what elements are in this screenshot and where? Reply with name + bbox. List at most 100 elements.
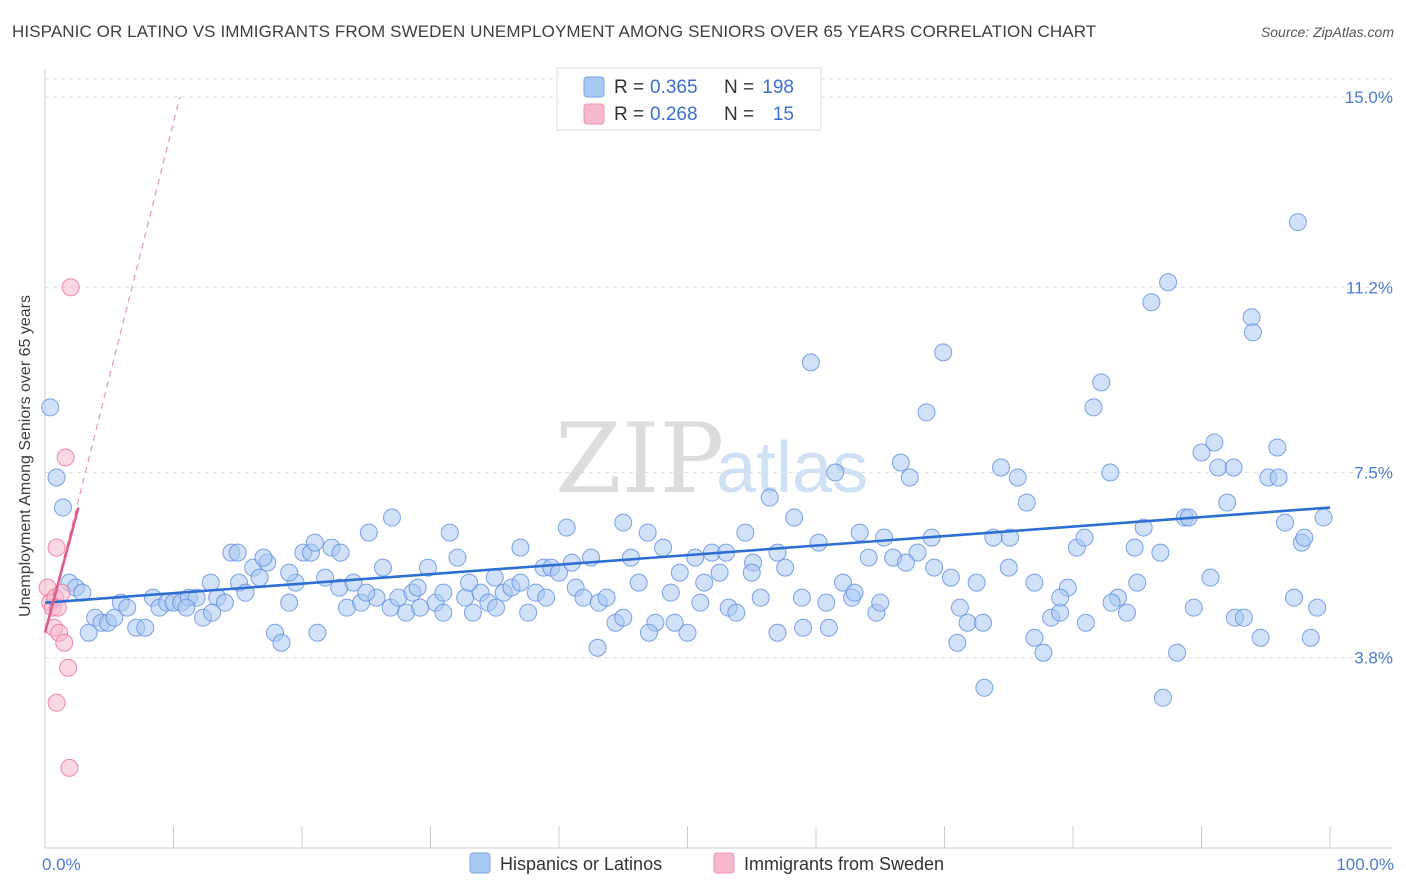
hispanic-point <box>999 558 1018 577</box>
hispanic-point <box>785 508 804 527</box>
sweden-point <box>55 633 74 652</box>
hispanic-point <box>487 598 506 617</box>
bottom-legend-swatch-hispanic <box>469 852 491 874</box>
y-axis-label: Unemployment Among Seniors over 65 years <box>17 295 34 617</box>
hispanic-point <box>118 598 137 617</box>
bottom-legend: Hispanics or Latinos Immigrants from Swe… <box>469 852 944 874</box>
hispanic-point <box>203 603 222 622</box>
legend-r-label-hispanic: R = <box>614 77 644 98</box>
hispanic-point <box>934 343 953 362</box>
hispanic-point <box>1205 433 1224 452</box>
hispanic-point <box>1251 628 1270 647</box>
y-tick-label: 11.2% <box>1346 278 1393 297</box>
hispanic-point <box>742 563 761 582</box>
hispanic-point <box>1134 518 1153 537</box>
hispanic-point <box>1192 443 1211 462</box>
hispanic-point <box>776 558 795 577</box>
hispanic-point <box>460 573 479 592</box>
hispanic-point <box>511 538 530 557</box>
hispanic-point <box>900 468 919 487</box>
hispanic-point <box>1218 493 1237 512</box>
hispanic-point <box>434 603 453 622</box>
hispanic-point <box>974 613 993 632</box>
hispanic-point <box>639 623 658 642</box>
hispanic-point <box>79 623 98 642</box>
hispanic-point <box>280 563 299 582</box>
hispanic-point <box>1234 608 1253 627</box>
hispanic-point <box>691 593 710 612</box>
hispanic-point <box>670 563 689 582</box>
hispanic-point <box>537 588 556 607</box>
hispanic-point <box>357 583 376 602</box>
hispanic-point <box>448 548 467 567</box>
hispanic-point <box>792 588 811 607</box>
hispanic-point <box>136 618 155 637</box>
hispanic-point <box>382 508 401 527</box>
hispanic-point <box>1001 528 1020 547</box>
hispanic-point <box>1295 528 1314 547</box>
hispanic-point <box>1117 603 1136 622</box>
hispanic-point <box>819 618 838 637</box>
hispanic-point <box>1051 588 1070 607</box>
hispanic-point <box>850 523 869 542</box>
hispanic-point <box>440 523 459 542</box>
hispanic-point <box>859 548 878 567</box>
hispanic-point <box>1125 538 1144 557</box>
y-tick-label: 3.8% <box>1354 649 1393 668</box>
hispanic-point <box>1308 598 1327 617</box>
hispanic-point <box>280 593 299 612</box>
x-tick-label-min: 0.0% <box>42 855 81 874</box>
hispanic-point <box>1017 493 1036 512</box>
hispanic-point <box>485 568 504 587</box>
hispanic-point <box>574 588 593 607</box>
hispanic-point <box>1268 438 1287 457</box>
hispanic-point <box>665 613 684 632</box>
hispanic-point <box>1025 628 1044 647</box>
bottom-legend-swatch-sweden <box>713 852 735 874</box>
hispanic-point <box>768 543 787 562</box>
hispanic-point <box>1153 688 1172 707</box>
hispanic-point <box>695 573 714 592</box>
hispanic-point <box>597 588 616 607</box>
hispanic-point <box>686 548 705 567</box>
x-tick-label-max: 100.0% <box>1336 855 1394 874</box>
legend-n-value-sweden: 15 <box>773 104 794 125</box>
hispanic-point <box>948 633 967 652</box>
hispanic-point <box>53 498 72 517</box>
hispanic-point <box>751 588 770 607</box>
hispanic-point <box>411 598 430 617</box>
sweden-point <box>61 278 80 297</box>
hispanic-point <box>1224 458 1243 477</box>
hispanic-point <box>950 598 969 617</box>
hispanic-point <box>105 608 124 627</box>
data-points <box>38 213 1333 777</box>
hispanic-point <box>254 548 273 567</box>
hispanic-point <box>1184 598 1203 617</box>
hispanic-point <box>456 588 475 607</box>
trend-lines <box>43 96 1331 634</box>
hispanic-point <box>1201 568 1220 587</box>
hispanic-point <box>941 568 960 587</box>
hispanic-point <box>896 553 915 572</box>
chart-title: HISPANIC OR LATINO VS IMMIGRANTS FROM SW… <box>12 22 1097 41</box>
hispanic-point <box>272 633 291 652</box>
hispanic-point <box>215 593 234 612</box>
hispanic-point <box>1301 628 1320 647</box>
sweden-point <box>47 693 66 712</box>
hispanic-point <box>871 593 890 612</box>
hispanic-point <box>614 608 633 627</box>
source-label: Source: ZipAtlas.com <box>1260 24 1394 40</box>
hispanic-point <box>1209 458 1228 477</box>
hispanic-point <box>1034 643 1053 662</box>
hispanic-point <box>727 603 746 622</box>
hispanic-point <box>875 528 894 547</box>
hispanic-point <box>801 353 820 372</box>
hispanic-point <box>629 573 648 592</box>
hispanic-point <box>305 533 324 552</box>
hispanic-point <box>826 463 845 482</box>
hispanic-point <box>1269 468 1288 487</box>
hispanic-point <box>588 638 607 657</box>
hispanic-point <box>760 488 779 507</box>
hispanic-point <box>891 453 910 472</box>
hispanic-point <box>1159 273 1178 292</box>
